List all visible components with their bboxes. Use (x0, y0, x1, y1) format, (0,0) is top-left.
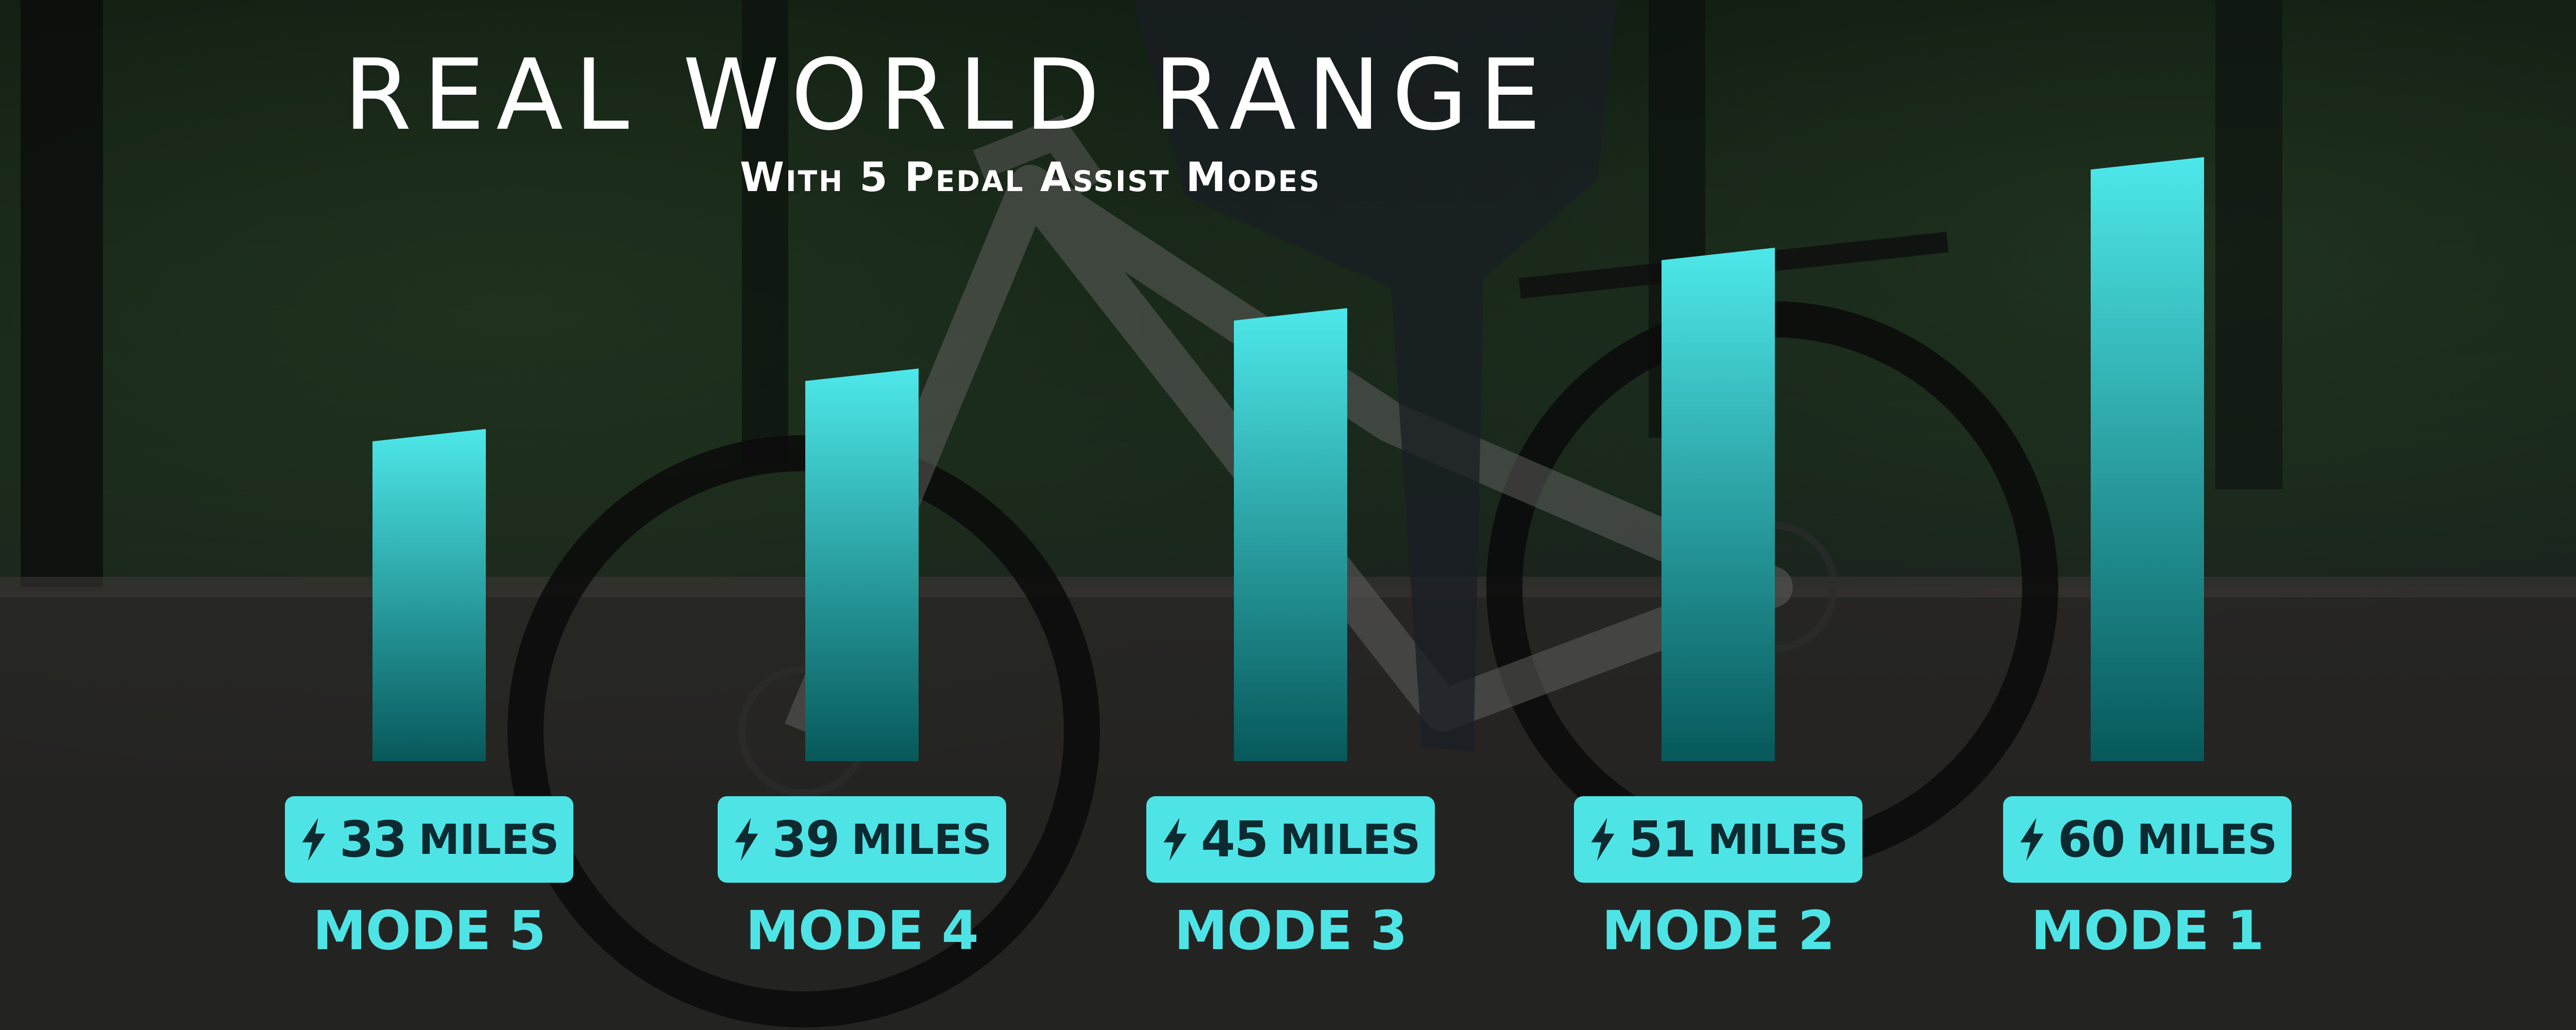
value-label-mode-2: 51 MILES (1574, 796, 1862, 883)
value-number: 60 (2057, 811, 2126, 868)
value-number: 51 (1628, 811, 1697, 868)
chart-subtitle: With 5 Pedal Assist Modes (740, 154, 1321, 201)
bar-mode-5 (372, 428, 486, 761)
value-label-mode-4: 39 MILES (718, 796, 1006, 883)
category-label-mode-2: MODE 2 (1602, 899, 1835, 962)
category-label-mode-5: MODE 5 (313, 899, 546, 962)
value-label-mode-1: 60 MILES (2003, 796, 2292, 883)
value-number: 39 (772, 811, 840, 868)
category-label-mode-1: MODE 1 (2031, 899, 2264, 962)
bar-mode-2 (1662, 247, 1775, 761)
value-label-mode-5: 33 MILES (285, 796, 573, 883)
chart-title: REAL WORLD RANGE (344, 38, 1552, 152)
category-label-mode-4: MODE 4 (745, 899, 979, 962)
bar-mode-3 (1234, 308, 1347, 761)
category-label-mode-3: MODE 3 (1174, 899, 1408, 962)
bar-mode-4 (805, 368, 919, 761)
lightning-bolt-icon (2020, 818, 2044, 861)
lightning-bolt-icon (1163, 818, 1187, 861)
value-unit: MILES (1707, 815, 1849, 864)
value-number: 45 (1200, 811, 1269, 868)
bar-mode-1 (2091, 157, 2204, 761)
value-unit: MILES (851, 815, 992, 864)
lightning-bolt-icon (735, 818, 758, 861)
value-unit: MILES (2137, 815, 2278, 864)
lightning-bolt-icon (1591, 818, 1615, 861)
lightning-bolt-icon (302, 818, 326, 861)
value-label-mode-3: 45 MILES (1146, 796, 1435, 883)
value-unit: MILES (1280, 815, 1421, 864)
value-unit: MILES (418, 815, 560, 864)
value-number: 33 (339, 811, 408, 868)
